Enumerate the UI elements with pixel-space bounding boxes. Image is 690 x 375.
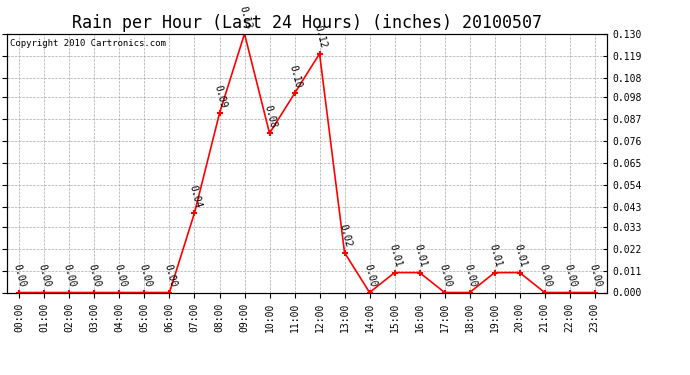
- Text: 0.04: 0.04: [187, 184, 203, 209]
- Text: 0.00: 0.00: [437, 263, 453, 288]
- Title: Rain per Hour (Last 24 Hours) (inches) 20100507: Rain per Hour (Last 24 Hours) (inches) 2…: [72, 14, 542, 32]
- Text: 0.08: 0.08: [262, 104, 278, 129]
- Text: 0.00: 0.00: [587, 263, 603, 288]
- Text: 0.10: 0.10: [287, 64, 303, 90]
- Text: 0.01: 0.01: [387, 243, 403, 268]
- Text: 0.12: 0.12: [312, 24, 328, 50]
- Text: 0.00: 0.00: [462, 263, 478, 288]
- Text: 0.00: 0.00: [562, 263, 578, 288]
- Text: 0.00: 0.00: [62, 263, 78, 288]
- Text: 0.00: 0.00: [112, 263, 128, 288]
- Text: 0.02: 0.02: [337, 224, 353, 249]
- Text: 0.00: 0.00: [12, 263, 28, 288]
- Text: Copyright 2010 Cartronics.com: Copyright 2010 Cartronics.com: [10, 39, 166, 48]
- Text: 0.13: 0.13: [237, 4, 253, 30]
- Text: 0.00: 0.00: [538, 263, 553, 288]
- Text: 0.00: 0.00: [162, 263, 178, 288]
- Text: 0.01: 0.01: [487, 243, 503, 268]
- Text: 0.00: 0.00: [137, 263, 152, 288]
- Text: 0.00: 0.00: [362, 263, 378, 288]
- Text: 0.00: 0.00: [87, 263, 103, 288]
- Text: 0.00: 0.00: [37, 263, 52, 288]
- Text: 0.09: 0.09: [212, 84, 228, 110]
- Text: 0.01: 0.01: [412, 243, 428, 268]
- Text: 0.01: 0.01: [512, 243, 528, 268]
